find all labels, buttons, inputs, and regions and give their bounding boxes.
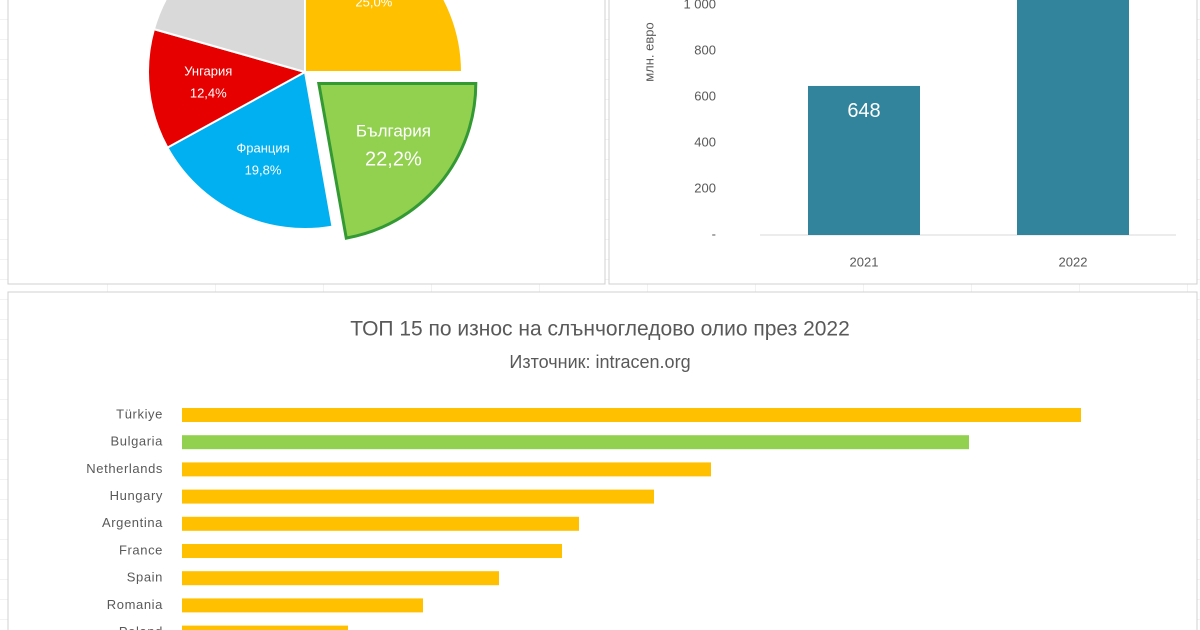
y-tick-label: 1 000 — [683, 0, 716, 11]
chart-subtitle: Източник: intracen.org — [509, 352, 690, 372]
pie-slice — [152, 0, 306, 74]
pie-slice — [317, 82, 478, 240]
y-tick-label: 800 — [694, 42, 716, 57]
slice-name: Унгария — [184, 63, 232, 78]
bar — [182, 571, 499, 586]
y-tick-label: Türkiye — [116, 406, 163, 421]
y-tick-label: Bulgaria — [111, 434, 164, 449]
slice-label: 22,2% — [365, 148, 422, 170]
y-tick-label: Netherlands — [86, 461, 163, 476]
pie-chart: 25,0% България 22,2% Франция 19,8% Унгария 12,… — [147, 0, 478, 240]
bar — [182, 462, 711, 477]
bar — [182, 489, 654, 504]
bar — [182, 544, 562, 558]
y-tick-label: - — [712, 226, 716, 241]
bar — [182, 435, 969, 450]
x-tick-label: 2022 — [1059, 254, 1088, 269]
y-tick-label: Argentina — [102, 515, 163, 530]
slice-label: 19,8% — [245, 162, 282, 177]
pie-slice — [166, 70, 334, 230]
y-tick-label: Romania — [107, 597, 163, 612]
y-axis-label: млн. евро — [641, 22, 656, 82]
y-tick-label: 400 — [694, 134, 716, 149]
bar — [182, 408, 1081, 422]
hbar-chart: ТОП 15 по износ на слънчогледово олио пр… — [86, 318, 1081, 630]
pie-slice — [304, 0, 464, 73]
bar — [1017, 0, 1129, 235]
bar-chart: млн. евро - 200 400 600 800 1 000 648 2021 1160 20… — [641, 0, 1176, 269]
bar — [808, 85, 920, 236]
slice-name: България — [356, 122, 431, 141]
bar — [182, 598, 423, 613]
pie-slice — [147, 27, 308, 149]
slice-label: 12,4% — [190, 85, 227, 100]
bar-value-label: 1160 — [1051, 0, 1094, 4]
y-tick-label: 600 — [694, 88, 716, 103]
y-tick-label: 200 — [694, 180, 716, 195]
slice-label: 25,0% — [355, 0, 392, 10]
y-tick-label: France — [119, 542, 163, 557]
y-tick-label: Spain — [127, 570, 163, 585]
bar — [182, 625, 348, 630]
y-tick-label: Hungary — [110, 488, 163, 503]
y-tick-label: Poland — [119, 624, 163, 630]
chart-title: ТОП 15 по износ на слънчогледово олио пр… — [350, 318, 850, 341]
bar-value-label: 648 — [847, 100, 880, 122]
slice-name: Франция — [236, 140, 289, 155]
x-tick-label: 2021 — [850, 254, 879, 269]
bar — [182, 516, 579, 531]
